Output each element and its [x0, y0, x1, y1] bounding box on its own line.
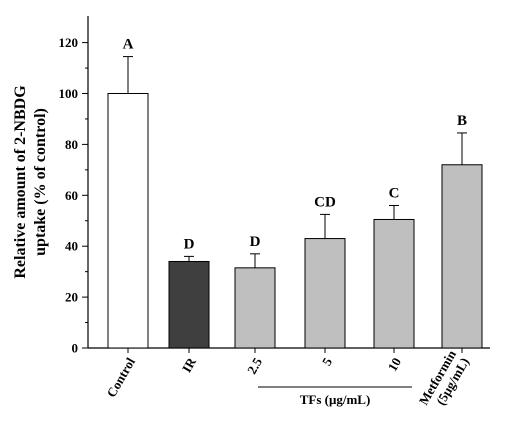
- y-axis-title: Relative amount of 2-NBDG uptake (% of co…: [12, 85, 49, 279]
- bar-1: [168, 260, 210, 349]
- y-tick-label: 120: [59, 35, 79, 50]
- category-label-3: 5: [319, 355, 335, 369]
- axes: 0 20 40 60 80 100 120: [59, 16, 490, 356]
- category-label-4: 10: [385, 355, 404, 374]
- bar-3: [304, 238, 346, 349]
- significance-letter-0: A: [123, 37, 134, 53]
- category-label-line: 2.5: [244, 355, 265, 377]
- category-label-line: 10: [385, 355, 404, 374]
- bar-4: [373, 218, 415, 349]
- y-tick-label: 60: [65, 188, 78, 203]
- category-label-5: Metformin(5μg/mL): [416, 347, 472, 408]
- category-label-line: IR: [179, 354, 200, 375]
- category-labels: Control IR 2.5 5 10 Metformin(5μg/mL): [104, 347, 473, 408]
- bars: A D D CD C B: [107, 37, 483, 349]
- y-tick-label: 20: [65, 290, 78, 305]
- bar-0: [107, 93, 149, 349]
- y-axis-title-line: uptake (% of control): [32, 108, 49, 256]
- bar-5: [441, 164, 483, 349]
- significance-letter-5: B: [457, 113, 467, 129]
- significance-letter-1: D: [184, 236, 195, 252]
- category-label-0: Control: [104, 355, 139, 400]
- y-tick-label: 0: [72, 341, 79, 356]
- y-axis-title-line: Relative amount of 2-NBDG: [12, 85, 29, 279]
- category-label-2: 2.5: [244, 355, 265, 377]
- y-tick-label: 100: [59, 86, 79, 101]
- category-label-line: 5: [319, 355, 335, 369]
- significance-letter-3: CD: [314, 194, 336, 210]
- significance-letter-4: C: [389, 185, 400, 201]
- group-label: TFs (μg/mL): [300, 392, 371, 407]
- category-label-line: Control: [104, 355, 139, 400]
- bar-2: [234, 267, 276, 349]
- group-annotation: TFs (μg/mL): [258, 386, 412, 407]
- y-tick-label: 40: [65, 239, 78, 254]
- significance-letter-2: D: [250, 234, 261, 250]
- category-label-1: IR: [179, 354, 200, 375]
- y-tick-label: 80: [65, 137, 78, 152]
